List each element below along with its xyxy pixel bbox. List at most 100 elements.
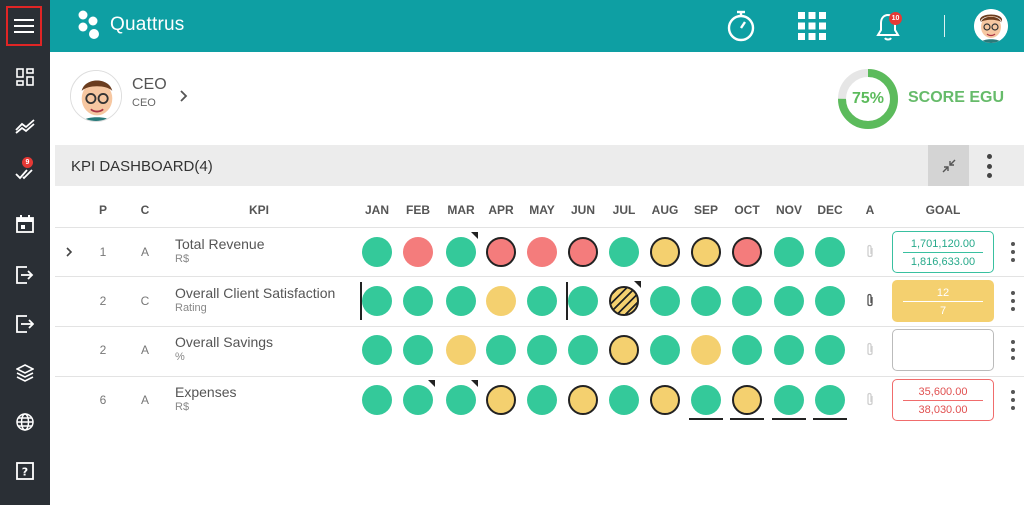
status-circle-jul[interactable] — [609, 286, 639, 316]
app-logo[interactable]: Quattrus — [78, 10, 184, 40]
status-circle-feb[interactable] — [403, 237, 433, 267]
status-circle-jun[interactable] — [568, 385, 598, 415]
more-dot — [1011, 307, 1015, 311]
goal-box[interactable]: 1,701,120.00 1,816,633.00 — [892, 231, 994, 273]
status-circle-apr[interactable] — [486, 335, 516, 365]
kpi-unit: % — [175, 351, 185, 363]
collapse-button[interactable] — [928, 145, 969, 186]
status-circle-dec[interactable] — [815, 286, 845, 316]
status-circle-apr[interactable] — [486, 385, 516, 415]
status-circle-jun[interactable] — [568, 286, 598, 316]
login-icon — [16, 266, 34, 284]
status-circle-jun[interactable] — [568, 335, 598, 365]
status-circle-feb[interactable] — [403, 385, 433, 415]
sidebar: 9 ? — [0, 0, 50, 505]
col-header-mar: MAR — [447, 203, 475, 217]
panel-more-button[interactable] — [981, 151, 997, 181]
status-circle-jul[interactable] — [609, 237, 639, 267]
goal-box[interactable]: 12 7 — [892, 280, 994, 322]
kpi-name[interactable]: Expenses — [175, 384, 237, 400]
status-circle-mar[interactable] — [446, 385, 476, 415]
score-label: SCORE EGU — [908, 89, 1005, 106]
user-avatar-button[interactable] — [974, 9, 1008, 43]
status-circle-jul[interactable] — [609, 335, 639, 365]
status-circle-sep[interactable] — [691, 385, 721, 415]
more-dot — [1011, 258, 1015, 262]
col-header-apr: APR — [488, 203, 514, 217]
kpi-name[interactable]: Overall Client Satisfaction — [175, 285, 336, 301]
sidebar-item-layers[interactable] — [0, 355, 50, 391]
status-circle-jan[interactable] — [362, 286, 392, 316]
kpi-name[interactable]: Total Revenue — [175, 236, 265, 252]
forecast-underline — [730, 418, 764, 420]
expand-row-chevron-icon[interactable] — [62, 245, 76, 259]
status-circle-jun[interactable] — [568, 237, 598, 267]
status-circle-oct[interactable] — [732, 335, 762, 365]
paperclip-icon[interactable] — [864, 293, 876, 309]
status-circle-feb[interactable] — [403, 335, 433, 365]
notifications-button[interactable]: 10 — [872, 10, 904, 42]
status-circle-apr[interactable] — [486, 286, 516, 316]
status-circle-sep[interactable] — [691, 286, 721, 316]
apps-grid-button[interactable] — [796, 10, 828, 42]
status-circle-aug[interactable] — [650, 286, 680, 316]
kpi-panel-header: KPI DASHBOARD(4) — [55, 145, 1024, 186]
kpi-name[interactable]: Overall Savings — [175, 334, 274, 350]
status-circle-feb[interactable] — [403, 286, 433, 316]
sidebar-item-logout[interactable] — [0, 306, 50, 342]
status-circle-apr[interactable] — [486, 237, 516, 267]
chevron-right-icon[interactable] — [176, 86, 192, 106]
status-circle-mar[interactable] — [446, 237, 476, 267]
status-circle-sep[interactable] — [691, 335, 721, 365]
status-circle-nov[interactable] — [774, 385, 804, 415]
paperclip-icon[interactable] — [864, 244, 876, 260]
row-more-button[interactable] — [1008, 242, 1018, 262]
status-circle-aug[interactable] — [650, 237, 680, 267]
status-circle-mar[interactable] — [446, 335, 476, 365]
sidebar-item-globe[interactable] — [0, 404, 50, 440]
stopwatch-button[interactable] — [725, 10, 757, 42]
row-more-button[interactable] — [1008, 390, 1018, 410]
forecast-underline — [772, 418, 806, 420]
status-circle-oct[interactable] — [732, 385, 762, 415]
row-more-button[interactable] — [1008, 291, 1018, 311]
status-circle-may[interactable] — [527, 385, 557, 415]
status-circle-dec[interactable] — [815, 237, 845, 267]
row-more-button[interactable] — [1008, 340, 1018, 360]
top-bar: Quattrus 10 — [50, 0, 1024, 52]
status-circle-may[interactable] — [527, 286, 557, 316]
status-circle-jul[interactable] — [609, 385, 639, 415]
status-circle-dec[interactable] — [815, 335, 845, 365]
status-circle-jan[interactable] — [362, 385, 392, 415]
sidebar-item-dashboard[interactable] — [0, 59, 50, 95]
paperclip-icon[interactable] — [864, 342, 876, 358]
status-circle-nov[interactable] — [774, 335, 804, 365]
user-avatar-icon — [974, 9, 1008, 43]
status-circle-may[interactable] — [527, 237, 557, 267]
row-priority: 2 — [99, 343, 107, 357]
status-circle-oct[interactable] — [732, 286, 762, 316]
status-circle-may[interactable] — [527, 335, 557, 365]
period-marker — [566, 282, 568, 320]
sidebar-item-calendar[interactable] — [0, 206, 50, 242]
sidebar-item-help[interactable]: ? — [0, 453, 50, 489]
status-circle-jan[interactable] — [362, 237, 392, 267]
goal-box[interactable]: 35,600.00 38,030.00 — [892, 379, 994, 421]
sidebar-item-tasks[interactable]: 9 — [0, 155, 50, 191]
status-circle-mar[interactable] — [446, 286, 476, 316]
status-circle-aug[interactable] — [650, 385, 680, 415]
status-circle-nov[interactable] — [774, 237, 804, 267]
status-circle-nov[interactable] — [774, 286, 804, 316]
sidebar-item-trends[interactable] — [0, 108, 50, 144]
sidebar-item-login[interactable] — [0, 257, 50, 293]
menu-toggle-button[interactable] — [6, 6, 42, 46]
status-circle-dec[interactable] — [815, 385, 845, 415]
goal-box[interactable] — [892, 329, 994, 371]
row-divider — [55, 276, 1024, 277]
paperclip-icon[interactable] — [864, 392, 876, 408]
status-circle-oct[interactable] — [732, 237, 762, 267]
status-circle-jan[interactable] — [362, 335, 392, 365]
status-circle-aug[interactable] — [650, 335, 680, 365]
status-circle-sep[interactable] — [691, 237, 721, 267]
row-class: C — [140, 294, 150, 308]
